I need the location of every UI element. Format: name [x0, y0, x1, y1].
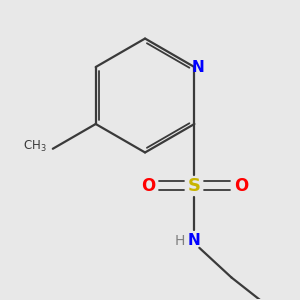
Text: O: O — [234, 177, 248, 195]
Text: O: O — [141, 177, 155, 195]
Text: S: S — [188, 177, 201, 195]
Text: CH$_3$: CH$_3$ — [23, 139, 47, 154]
Text: N: N — [192, 59, 205, 74]
Text: N: N — [188, 233, 201, 248]
Text: H: H — [175, 234, 185, 248]
